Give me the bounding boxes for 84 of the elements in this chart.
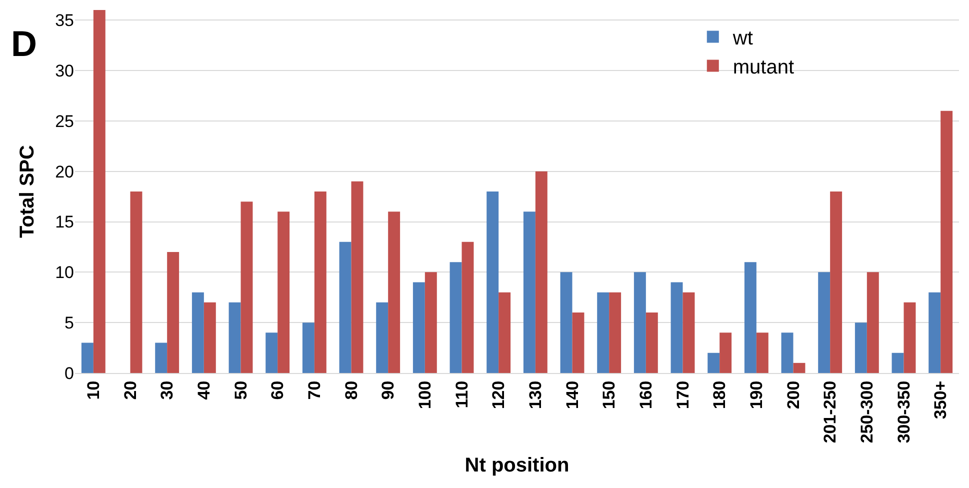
bar [278, 212, 290, 373]
x-tick-label: 160 [636, 380, 656, 410]
bar [535, 171, 548, 373]
x-tick-label: 300-350 [894, 380, 914, 444]
bar [597, 292, 610, 373]
x-tick-label: 200 [784, 380, 803, 410]
x-tick-label: 20 [120, 380, 140, 400]
bar [928, 292, 941, 373]
x-tick-label: 110 [452, 380, 472, 408]
bar [609, 292, 622, 373]
x-tick-label: 170 [673, 380, 692, 410]
bar [892, 352, 904, 373]
bar [450, 262, 462, 373]
y-axis-title: Total SPC [16, 145, 39, 238]
y-tick-label: 10 [55, 263, 74, 282]
bar [818, 272, 830, 373]
bar [167, 252, 180, 373]
x-tick-label: 60 [268, 380, 288, 400]
x-tick-label: 180 [710, 380, 730, 410]
x-tick-label: 120 [489, 380, 508, 410]
x-tick-label: 190 [746, 380, 766, 410]
bar [388, 212, 400, 373]
bar [376, 302, 388, 373]
x-tick-label: 150 [600, 380, 619, 410]
y-tick-label: 30 [55, 61, 74, 80]
legend-label: wt [732, 28, 754, 50]
bar [424, 272, 437, 373]
bar [670, 282, 683, 373]
bar [228, 302, 241, 373]
bar [744, 262, 756, 373]
y-tick-label: 5 [64, 314, 74, 333]
x-tick-label: 40 [194, 380, 214, 400]
bar [646, 312, 658, 373]
x-tick-label: 70 [304, 380, 324, 400]
x-tick-label: 130 [526, 380, 545, 410]
bar [314, 192, 326, 373]
bar [793, 362, 806, 373]
bar [192, 292, 204, 373]
bar [904, 302, 916, 373]
text: D [11, 23, 37, 64]
x-tick-label: 100 [415, 380, 434, 410]
x-axis-title: Nt position [464, 454, 570, 477]
bar [302, 322, 314, 373]
x-tick-label: 80 [342, 380, 361, 400]
bar [634, 272, 646, 373]
bar [81, 342, 94, 373]
y-tick-label: 20 [55, 162, 74, 182]
bar [498, 292, 511, 373]
bar [523, 212, 536, 373]
bar [682, 292, 695, 373]
x-tick-label: 350+ [931, 380, 950, 420]
bar [572, 312, 584, 373]
bar [756, 332, 768, 373]
x-tick-label: 201-250 [820, 380, 840, 444]
x-tick-label: 90 [378, 380, 398, 400]
bar [130, 192, 142, 373]
bar [339, 242, 352, 373]
bar [155, 342, 168, 373]
bar [93, 10, 106, 373]
bar [462, 242, 474, 373]
legend-label: mutant [732, 56, 794, 79]
y-tick-label: 0 [64, 364, 74, 383]
y-tick-label: 25 [55, 112, 74, 131]
bar [486, 192, 499, 373]
bar [708, 352, 720, 373]
bar [266, 332, 278, 373]
bar [830, 192, 842, 373]
y-tick-label: 15 [55, 212, 74, 232]
x-tick-label: 50 [231, 380, 250, 400]
bar [204, 302, 216, 373]
bar [560, 272, 572, 373]
bar [412, 282, 425, 373]
bar [854, 322, 867, 373]
bar [940, 110, 953, 373]
y-tick-label: 35 [55, 11, 74, 30]
x-tick-label: 10 [84, 380, 103, 400]
x-tick-label: 140 [562, 380, 582, 410]
x-tick-label: 250-300 [857, 380, 876, 444]
bar [240, 202, 253, 373]
bar [781, 332, 794, 373]
bar [720, 332, 732, 373]
bar [351, 181, 364, 373]
x-tick-label: 30 [158, 380, 177, 400]
bar [866, 272, 879, 373]
